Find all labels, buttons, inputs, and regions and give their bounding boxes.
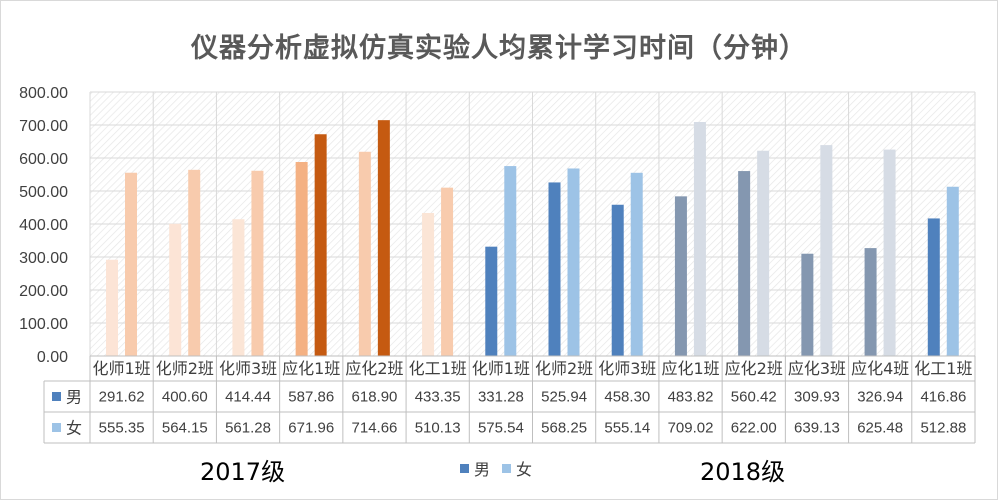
data-label: 709.02 bbox=[668, 420, 714, 437]
bar-male bbox=[106, 259, 118, 356]
data-label: 483.82 bbox=[668, 389, 714, 406]
bar-male bbox=[738, 171, 751, 356]
bar-male bbox=[864, 248, 877, 356]
bar-female bbox=[820, 145, 833, 356]
category-label: 应化1班 bbox=[282, 359, 340, 378]
data-label: 564.15 bbox=[162, 420, 208, 437]
y-tick-label: 100.00 bbox=[19, 316, 68, 333]
bar-male bbox=[358, 151, 371, 356]
data-label: 671.96 bbox=[288, 420, 334, 437]
category-label: 应化2班 bbox=[725, 359, 783, 378]
y-tick-label: 800.00 bbox=[19, 85, 68, 102]
category-label: 化师2班 bbox=[156, 359, 214, 378]
y-tick-label: 200.00 bbox=[19, 283, 68, 300]
bar-male bbox=[674, 196, 687, 356]
data-label: 587.86 bbox=[288, 389, 334, 406]
y-tick-label: 500.00 bbox=[19, 184, 68, 201]
category-label: 应化2班 bbox=[345, 359, 403, 378]
row-series-name: 男 bbox=[66, 388, 82, 407]
data-label: 416.86 bbox=[920, 389, 966, 406]
bar-female bbox=[377, 120, 390, 356]
data-label: 561.28 bbox=[225, 420, 271, 437]
data-label: 525.94 bbox=[541, 389, 587, 406]
category-label: 应化4班 bbox=[851, 359, 909, 378]
bar-male bbox=[611, 204, 624, 356]
bar-female bbox=[946, 186, 959, 356]
y-tick-label: 0.00 bbox=[37, 349, 68, 366]
legend-item-female: 女 bbox=[502, 456, 532, 480]
bar-female bbox=[630, 172, 643, 356]
data-label: 560.42 bbox=[731, 389, 777, 406]
data-label: 555.14 bbox=[604, 420, 650, 437]
bar-male bbox=[485, 246, 498, 356]
category-label: 应化3班 bbox=[788, 359, 846, 378]
y-tick-label: 300.00 bbox=[19, 250, 68, 267]
legend-label-male: 男 bbox=[474, 460, 491, 479]
data-label: 625.48 bbox=[857, 420, 903, 437]
data-label: 568.25 bbox=[541, 420, 587, 437]
bar-female bbox=[251, 170, 264, 356]
bar-female bbox=[883, 149, 896, 356]
bar-female bbox=[441, 187, 454, 356]
data-label: 512.88 bbox=[920, 420, 966, 437]
category-label: 化工1班 bbox=[914, 359, 972, 378]
bar-female bbox=[314, 134, 327, 356]
bar-female bbox=[504, 166, 517, 356]
category-label: 化师1班 bbox=[472, 359, 530, 378]
bar-male bbox=[548, 182, 561, 356]
y-tick-label: 400.00 bbox=[19, 217, 68, 234]
bar-male bbox=[801, 253, 814, 356]
legend-item-male: 男 bbox=[460, 456, 490, 480]
category-label: 化师2班 bbox=[535, 359, 593, 378]
row-legend-key bbox=[52, 423, 61, 432]
chart-title: 仪器分析虚拟仿真实验人均累计学习时间（分钟） bbox=[191, 33, 807, 64]
bar-male bbox=[927, 218, 940, 356]
data-label: 555.35 bbox=[99, 420, 145, 437]
data-label: 714.66 bbox=[352, 420, 398, 437]
data-label: 414.44 bbox=[225, 389, 271, 406]
data-label: 331.28 bbox=[478, 389, 524, 406]
data-label: 458.30 bbox=[604, 389, 650, 406]
data-label: 291.62 bbox=[99, 389, 145, 406]
data-label: 326.94 bbox=[857, 389, 903, 406]
data-label: 433.35 bbox=[415, 389, 461, 406]
data-label: 618.90 bbox=[352, 389, 398, 406]
bar-male bbox=[232, 219, 245, 356]
legend: 男 女 bbox=[460, 456, 538, 480]
year-label-2017: 2017级 bbox=[200, 458, 286, 486]
data-label: 510.13 bbox=[415, 420, 461, 437]
data-label: 309.93 bbox=[794, 389, 840, 406]
category-label: 应化1班 bbox=[661, 359, 719, 378]
category-label: 化师3班 bbox=[598, 359, 656, 378]
row-legend-key bbox=[52, 392, 61, 401]
bar-female bbox=[125, 172, 137, 356]
bar-male bbox=[422, 212, 435, 356]
bar-male bbox=[295, 162, 308, 356]
year-label-2018: 2018级 bbox=[700, 458, 786, 486]
data-label: 639.13 bbox=[794, 420, 840, 437]
bar-female bbox=[693, 122, 706, 356]
row-series-name: 女 bbox=[66, 419, 82, 438]
category-label: 化工1班 bbox=[409, 359, 467, 378]
bar-male bbox=[169, 223, 182, 356]
legend-swatch-male bbox=[460, 463, 469, 473]
y-tick-label: 700.00 bbox=[19, 118, 68, 135]
category-label: 化师1班 bbox=[93, 359, 151, 378]
bar-female bbox=[757, 150, 770, 356]
y-tick-label: 600.00 bbox=[19, 151, 68, 168]
data-label: 622.00 bbox=[731, 420, 777, 437]
data-label: 575.54 bbox=[478, 420, 524, 437]
legend-label-female: 女 bbox=[516, 460, 533, 479]
bar-female bbox=[567, 168, 580, 356]
legend-swatch-female bbox=[502, 463, 512, 473]
data-label: 400.60 bbox=[162, 389, 208, 406]
category-label: 化师3班 bbox=[219, 359, 277, 378]
bar-female bbox=[188, 169, 201, 356]
